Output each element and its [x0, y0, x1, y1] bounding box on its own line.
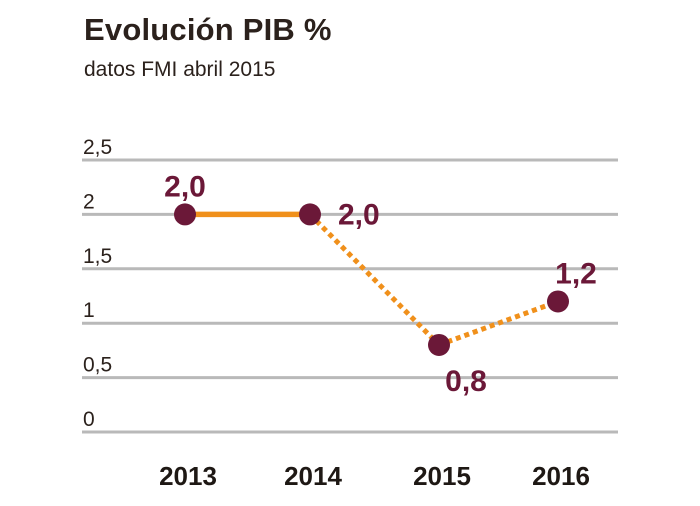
data-point — [428, 333, 450, 356]
x-tick-label: 2013 — [159, 461, 217, 491]
y-axis-ticks: 0 0,5 1 1,5 2 2,5 — [83, 136, 112, 431]
y-tick-label: 0,5 — [83, 354, 112, 377]
x-axis-ticks: 2013 2014 2015 2016 — [159, 461, 590, 491]
x-tick-label: 2014 — [284, 461, 342, 491]
data-point — [299, 203, 321, 226]
line-segment-1 — [308, 212, 441, 347]
data-points — [174, 203, 569, 356]
data-label: 1,2 — [555, 257, 597, 290]
x-tick-label: 2016 — [532, 461, 590, 491]
data-label: 2,0 — [338, 198, 380, 231]
data-point — [547, 290, 569, 313]
line-series — [185, 211, 559, 348]
y-tick-label: 1,5 — [83, 245, 112, 268]
y-tick-label: 0 — [83, 408, 95, 431]
line-segment-2 — [438, 299, 559, 348]
x-tick-label: 2015 — [413, 461, 471, 491]
chart-subtitle: datos FMI abril 2015 — [84, 58, 276, 81]
data-point — [174, 203, 196, 226]
data-labels: 2,0 2,0 0,8 1,2 — [164, 170, 597, 398]
data-label: 2,0 — [164, 170, 206, 203]
data-label: 0,8 — [445, 365, 487, 398]
gridlines — [82, 158, 618, 434]
y-tick-label: 2 — [83, 190, 95, 213]
y-tick-label: 1 — [83, 299, 95, 322]
y-tick-label: 2,5 — [83, 136, 112, 159]
chart-title: Evolución PIB % — [84, 12, 332, 47]
